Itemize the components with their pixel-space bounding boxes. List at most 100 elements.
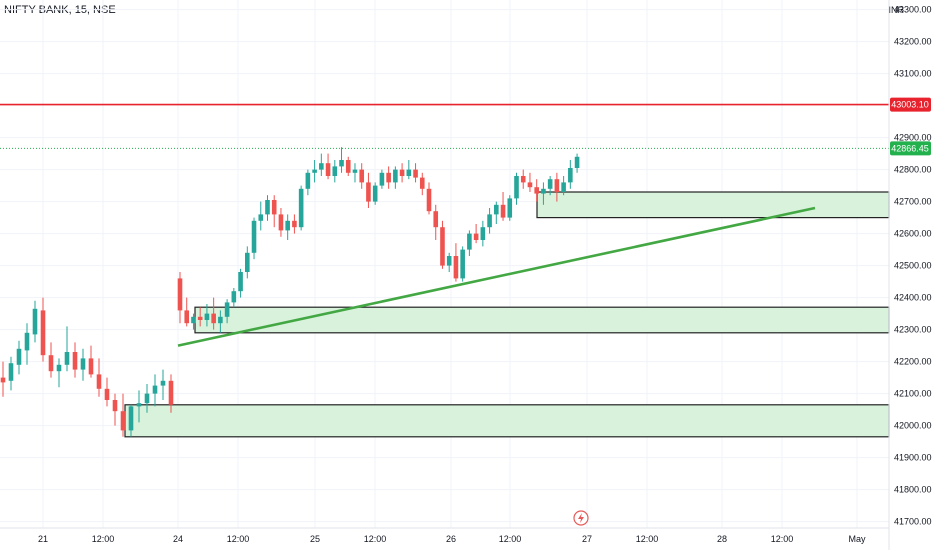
candle bbox=[467, 233, 472, 250]
time-tick-label: 12:00 bbox=[771, 534, 794, 544]
candle bbox=[500, 204, 506, 218]
candle bbox=[298, 188, 304, 228]
candle bbox=[547, 179, 553, 189]
candle bbox=[507, 198, 513, 218]
candle bbox=[574, 156, 580, 168]
candle bbox=[406, 169, 412, 176]
price-tick-label: 41900.00 bbox=[894, 453, 932, 463]
candle bbox=[211, 313, 216, 324]
price-tick-label: 43100.00 bbox=[894, 69, 932, 79]
candle bbox=[520, 176, 526, 183]
time-tick-label: 12:00 bbox=[92, 534, 115, 544]
candle bbox=[527, 182, 533, 188]
time-tick-label: 24 bbox=[173, 534, 183, 544]
demand-zone[interactable] bbox=[194, 306, 890, 334]
demand-zone[interactable] bbox=[124, 404, 890, 438]
candle bbox=[487, 214, 492, 228]
candle bbox=[419, 177, 425, 189]
time-tick-label: 27 bbox=[582, 534, 592, 544]
candle bbox=[128, 406, 134, 431]
candle bbox=[440, 227, 445, 266]
lightning-icon[interactable] bbox=[573, 510, 589, 526]
last-price-label: 42866.45 bbox=[891, 143, 929, 153]
candle bbox=[32, 308, 38, 335]
price-tick-label: 43200.00 bbox=[894, 37, 932, 47]
candle bbox=[204, 313, 210, 320]
resistance-price-label: 43003.10 bbox=[891, 100, 929, 110]
price-tick-label: 42500.00 bbox=[894, 261, 932, 271]
candle bbox=[72, 352, 78, 370]
time-tick-label: 28 bbox=[717, 534, 727, 544]
candle bbox=[271, 200, 277, 215]
candle bbox=[168, 380, 174, 405]
candle bbox=[160, 380, 166, 386]
candle bbox=[372, 185, 378, 202]
time-tick-label: 21 bbox=[38, 534, 48, 544]
candle bbox=[359, 169, 365, 183]
candle bbox=[16, 348, 22, 365]
candle bbox=[184, 310, 190, 324]
candle bbox=[152, 385, 158, 394]
price-tick-label: 42200.00 bbox=[894, 357, 932, 367]
candle bbox=[48, 355, 54, 372]
currency-label: INR bbox=[888, 5, 905, 15]
candle bbox=[345, 160, 351, 173]
candle bbox=[460, 249, 465, 279]
candle bbox=[433, 211, 439, 228]
candle bbox=[305, 172, 311, 189]
price-tick-label: 42900.00 bbox=[894, 133, 932, 143]
candle bbox=[191, 316, 196, 324]
candle bbox=[393, 169, 398, 183]
candle bbox=[112, 400, 118, 412]
candlestick-series bbox=[0, 147, 580, 437]
candle bbox=[366, 182, 371, 202]
last-price-tag bbox=[890, 141, 931, 156]
candle bbox=[278, 214, 284, 231]
demand-zones bbox=[124, 191, 890, 438]
candle bbox=[88, 358, 94, 375]
candle bbox=[24, 332, 30, 351]
candle bbox=[104, 388, 110, 400]
candle bbox=[136, 403, 142, 407]
time-tick-label: 25 bbox=[310, 534, 320, 544]
candle bbox=[8, 363, 14, 381]
demand-zone[interactable] bbox=[536, 191, 890, 219]
time-tick-label: 12:00 bbox=[499, 534, 522, 544]
candle bbox=[120, 411, 126, 431]
candle bbox=[238, 272, 243, 292]
candle bbox=[541, 188, 546, 194]
candle bbox=[339, 160, 344, 167]
price-tick-label: 41800.00 bbox=[894, 485, 932, 495]
candle bbox=[144, 393, 150, 404]
candle bbox=[386, 172, 391, 183]
time-tick-label: May bbox=[848, 534, 866, 544]
candle bbox=[197, 316, 203, 320]
candle bbox=[426, 188, 432, 212]
candle bbox=[56, 364, 62, 372]
time-tick-label: 12:00 bbox=[364, 534, 387, 544]
candle bbox=[399, 169, 405, 176]
time-tick-label: 12:00 bbox=[227, 534, 250, 544]
candle bbox=[473, 233, 479, 240]
time-tick-label: 12:00 bbox=[636, 534, 659, 544]
candle bbox=[480, 227, 486, 240]
candle bbox=[40, 310, 46, 356]
candle bbox=[568, 168, 573, 183]
candle bbox=[218, 316, 223, 324]
candle bbox=[64, 352, 70, 365]
candle bbox=[494, 204, 499, 215]
candle bbox=[177, 278, 183, 311]
candle bbox=[224, 302, 230, 317]
time-tick-label: 26 bbox=[446, 534, 456, 544]
price-tick-label: 43300.00 bbox=[894, 5, 932, 15]
price-tick-label: 42600.00 bbox=[894, 229, 932, 239]
candle bbox=[96, 374, 102, 389]
candle bbox=[379, 172, 385, 186]
price-tick-label: 42700.00 bbox=[894, 197, 932, 207]
candle bbox=[332, 166, 338, 176]
candle bbox=[514, 176, 519, 199]
candle bbox=[352, 169, 358, 173]
trendline[interactable] bbox=[177, 206, 816, 347]
resistance-price-tag bbox=[890, 97, 931, 112]
